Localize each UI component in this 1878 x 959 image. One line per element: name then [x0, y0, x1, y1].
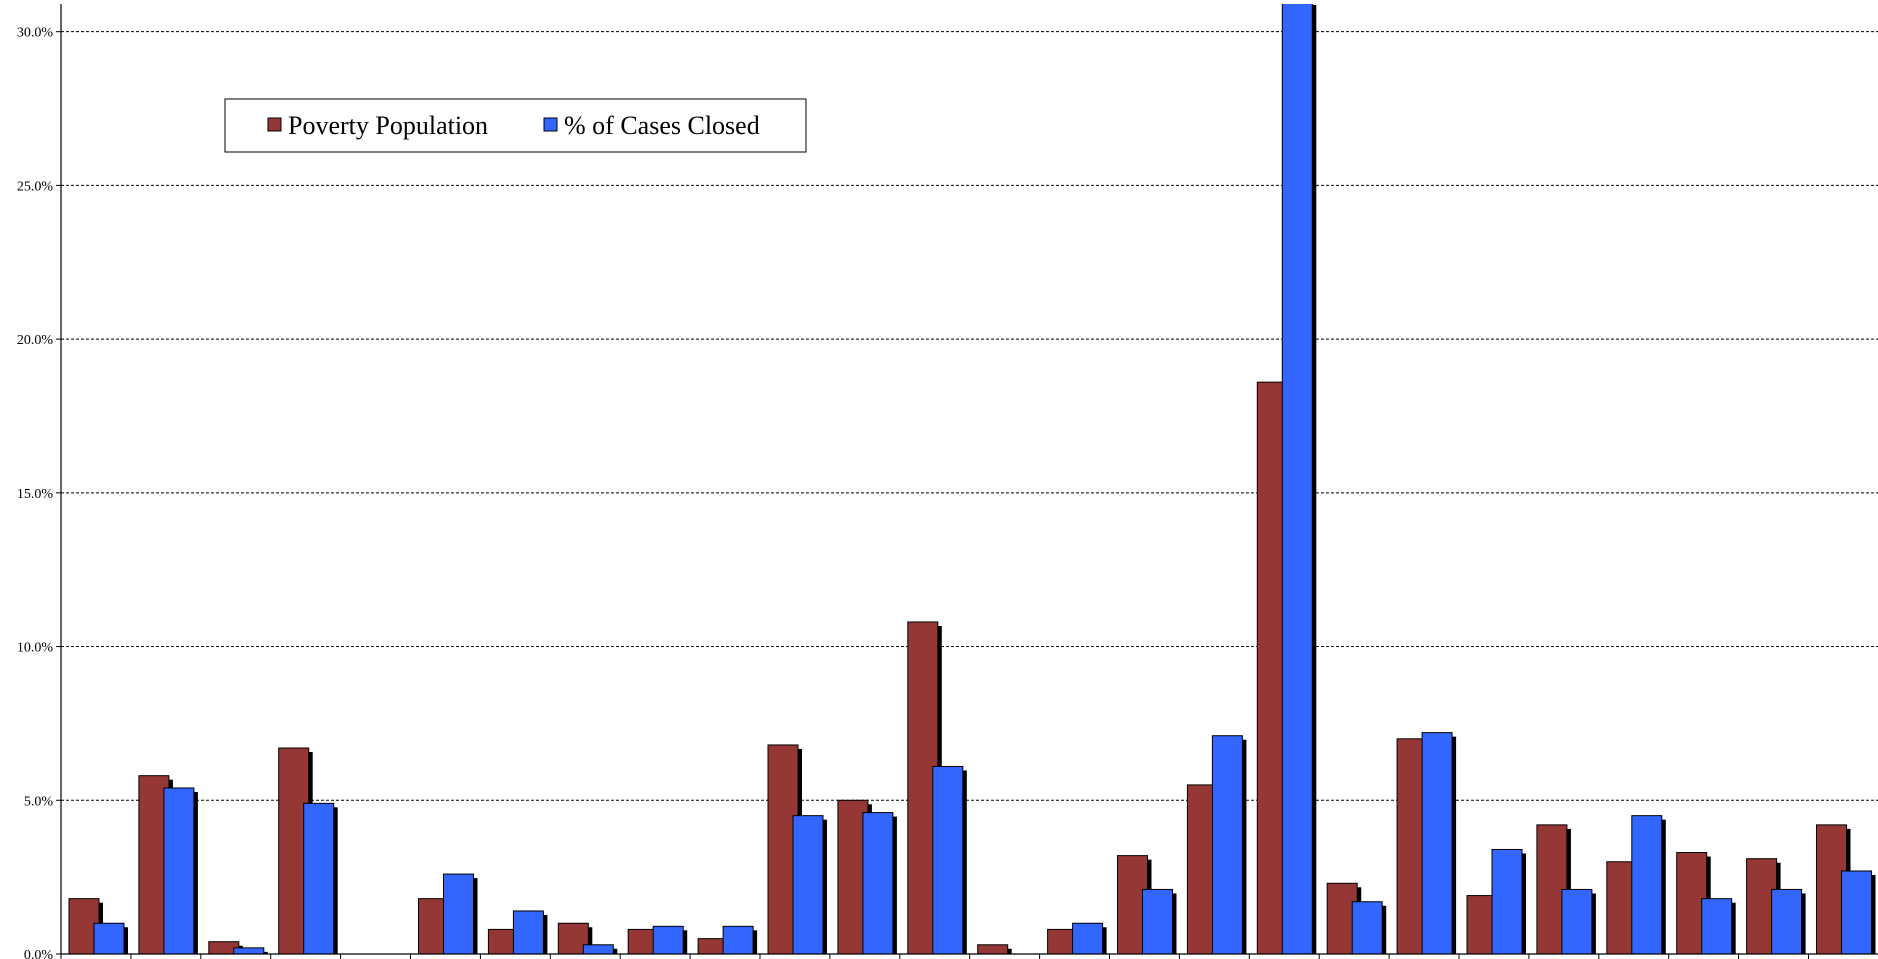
bar-cases-closed: [1281, 4, 1313, 954]
bar-cases-closed: [1142, 888, 1173, 954]
legend-swatch: [543, 117, 558, 132]
bar-cases-closed: [93, 922, 125, 954]
y-tick-label: 25.0%: [17, 179, 54, 194]
bar-cases-closed: [1211, 735, 1243, 954]
bar-poverty-population: [977, 944, 1009, 954]
y-tick-label: 15.0%: [17, 487, 54, 502]
bars: [68, 4, 1876, 954]
bar-cases-closed: [652, 925, 684, 954]
legend-label: % of Cases Closed: [564, 111, 760, 140]
legend-swatch: [267, 117, 282, 132]
bar-cases-closed: [163, 787, 195, 954]
bar-cases-closed: [1561, 888, 1593, 954]
bar-cases-closed: [1491, 848, 1523, 954]
y-tick-label: 10.0%: [17, 641, 54, 656]
legend-box: [224, 98, 807, 153]
bar-cases-closed: [1351, 901, 1383, 954]
y-tick-label: 30.0%: [17, 26, 54, 41]
bar-cases-closed: [512, 910, 544, 954]
bar-cases-closed: [1841, 870, 1872, 954]
bar-cases-closed: [443, 873, 474, 954]
bar-cases-closed: [1072, 922, 1104, 954]
bar-cases-closed: [1771, 888, 1803, 954]
gridlines: [61, 31, 1878, 801]
bar-cases-closed: [862, 812, 894, 954]
legend-label: Poverty Population: [288, 111, 488, 140]
axes: 0.0% 5.0% 10.0% 15.0% 20.0% 25.0% 30.0%: [17, 4, 1878, 959]
bar-cases-closed: [1701, 898, 1733, 954]
legend: Poverty Population % of Cases Closed: [224, 98, 807, 153]
bar-cases-closed: [582, 944, 614, 954]
bar-cases-closed: [722, 925, 754, 954]
bar-cases-closed: [1421, 732, 1453, 954]
y-tick-label: 20.0%: [17, 333, 54, 348]
bar-cases-closed: [792, 815, 824, 954]
bar-cases-closed: [303, 802, 335, 954]
y-tick-label: 5.0%: [24, 794, 54, 809]
bar-cases-closed: [233, 947, 265, 954]
bar-cases-closed: [1631, 815, 1663, 954]
bar-cases-closed: [932, 765, 964, 954]
y-tick-label: 0.0%: [24, 948, 54, 959]
